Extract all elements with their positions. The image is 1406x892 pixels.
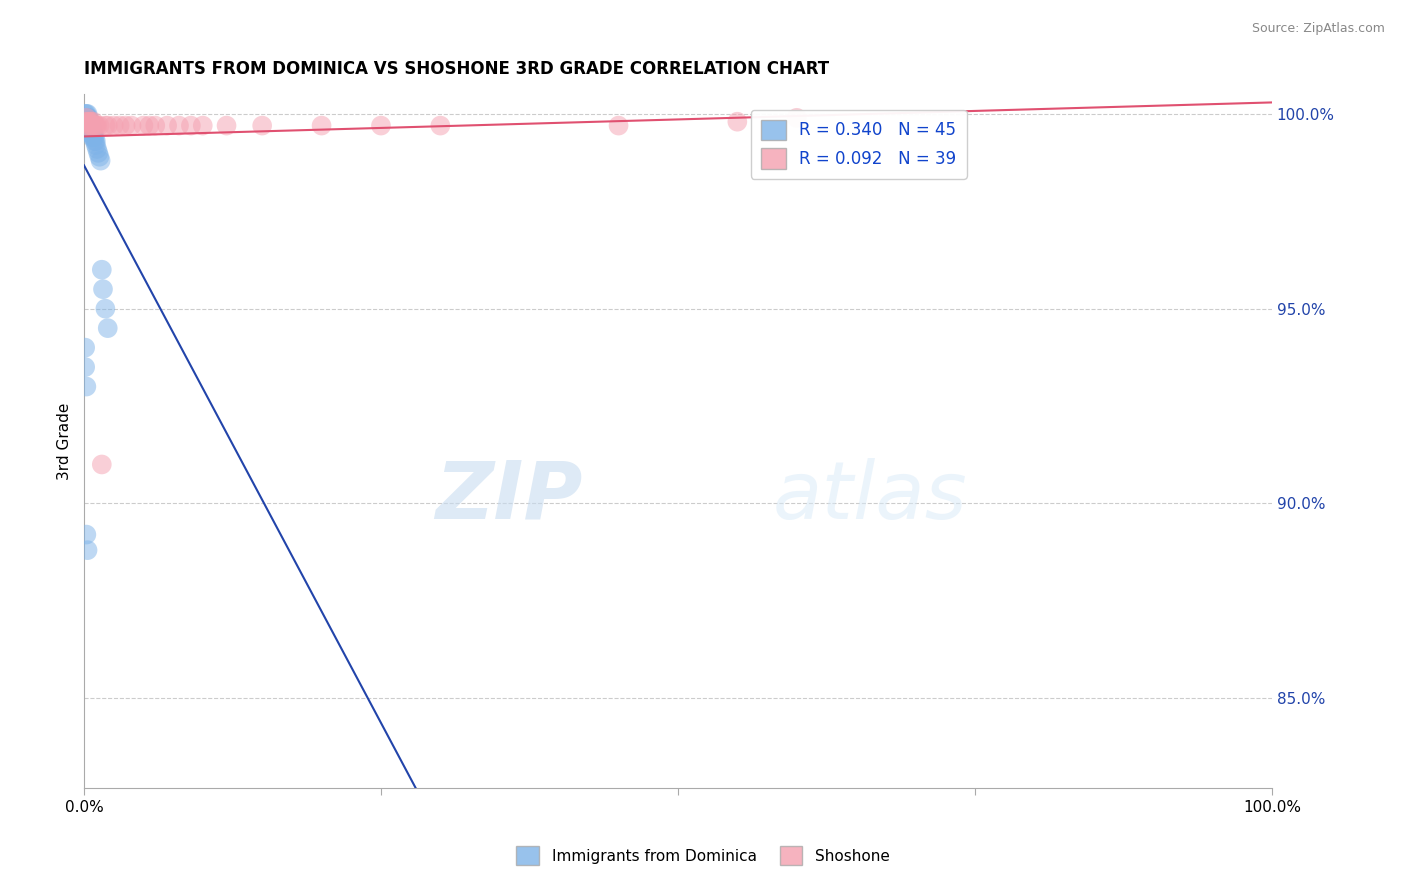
Point bbox=[607, 119, 630, 133]
Point bbox=[82, 119, 104, 133]
Y-axis label: 3rd Grade: 3rd Grade bbox=[58, 402, 72, 480]
Point bbox=[86, 119, 108, 133]
Point bbox=[725, 114, 748, 128]
Point bbox=[103, 119, 125, 133]
Point bbox=[77, 119, 100, 133]
Point bbox=[79, 127, 101, 141]
Point bbox=[79, 114, 101, 128]
Point bbox=[79, 119, 101, 133]
Point bbox=[79, 119, 101, 133]
Point bbox=[77, 111, 100, 125]
Point bbox=[75, 341, 97, 355]
Point bbox=[77, 122, 100, 136]
Point bbox=[80, 114, 103, 128]
Point bbox=[84, 138, 107, 153]
Point bbox=[167, 119, 190, 133]
Point bbox=[82, 130, 104, 145]
Point bbox=[114, 119, 136, 133]
Point bbox=[191, 119, 214, 133]
Text: ZIP: ZIP bbox=[436, 458, 583, 535]
Point bbox=[75, 114, 97, 128]
Point bbox=[75, 114, 97, 128]
Point bbox=[97, 321, 120, 335]
Point bbox=[180, 119, 202, 133]
Point bbox=[82, 122, 104, 136]
Point bbox=[97, 119, 120, 133]
Point bbox=[82, 127, 104, 141]
Point bbox=[311, 119, 333, 133]
Point bbox=[80, 119, 103, 133]
Point bbox=[76, 107, 98, 121]
Point bbox=[75, 111, 97, 125]
Point bbox=[84, 134, 107, 148]
Point bbox=[79, 122, 101, 136]
Point bbox=[76, 114, 98, 128]
Point bbox=[76, 122, 98, 136]
Point bbox=[82, 130, 104, 145]
Point bbox=[143, 119, 166, 133]
Point bbox=[250, 119, 273, 133]
Point bbox=[79, 114, 101, 128]
Point bbox=[75, 114, 97, 128]
Point bbox=[91, 282, 114, 296]
Text: Source: ZipAtlas.com: Source: ZipAtlas.com bbox=[1251, 22, 1385, 36]
Point bbox=[76, 111, 98, 125]
Point bbox=[76, 119, 98, 133]
Point bbox=[75, 527, 97, 541]
Point bbox=[75, 111, 97, 125]
Point bbox=[94, 301, 117, 316]
Point bbox=[83, 119, 105, 133]
Point bbox=[89, 119, 111, 133]
Point bbox=[76, 114, 98, 128]
Point bbox=[80, 127, 103, 141]
Point bbox=[80, 122, 103, 136]
Point bbox=[121, 119, 143, 133]
Point bbox=[76, 119, 98, 133]
Point bbox=[83, 134, 105, 148]
Legend: R = 0.340   N = 45, R = 0.092   N = 39: R = 0.340 N = 45, R = 0.092 N = 39 bbox=[751, 110, 966, 178]
Point bbox=[75, 360, 97, 375]
Point bbox=[82, 127, 104, 141]
Point bbox=[83, 130, 105, 145]
Point bbox=[87, 145, 110, 160]
Point bbox=[75, 107, 97, 121]
Point bbox=[215, 119, 238, 133]
Point bbox=[75, 111, 97, 125]
Point bbox=[132, 119, 155, 133]
Point bbox=[90, 458, 112, 472]
Point bbox=[370, 119, 392, 133]
Point bbox=[90, 262, 112, 277]
Legend: Immigrants from Dominica, Shoshone: Immigrants from Dominica, Shoshone bbox=[510, 840, 896, 871]
Point bbox=[77, 114, 100, 128]
Text: atlas: atlas bbox=[773, 458, 967, 535]
Point bbox=[86, 142, 108, 156]
Point bbox=[75, 379, 97, 393]
Point bbox=[77, 114, 100, 128]
Point bbox=[75, 107, 97, 121]
Point bbox=[80, 119, 103, 133]
Point bbox=[76, 543, 98, 558]
Point bbox=[75, 119, 97, 133]
Text: IMMIGRANTS FROM DOMINICA VS SHOSHONE 3RD GRADE CORRELATION CHART: IMMIGRANTS FROM DOMINICA VS SHOSHONE 3RD… bbox=[84, 60, 830, 78]
Point bbox=[82, 114, 104, 128]
Point bbox=[786, 111, 808, 125]
Point bbox=[94, 119, 117, 133]
Point bbox=[156, 119, 179, 133]
Point bbox=[90, 153, 112, 168]
Point bbox=[89, 150, 111, 164]
Point bbox=[84, 119, 107, 133]
Point bbox=[108, 119, 131, 133]
Point bbox=[429, 119, 451, 133]
Point bbox=[75, 119, 97, 133]
Point bbox=[138, 119, 160, 133]
